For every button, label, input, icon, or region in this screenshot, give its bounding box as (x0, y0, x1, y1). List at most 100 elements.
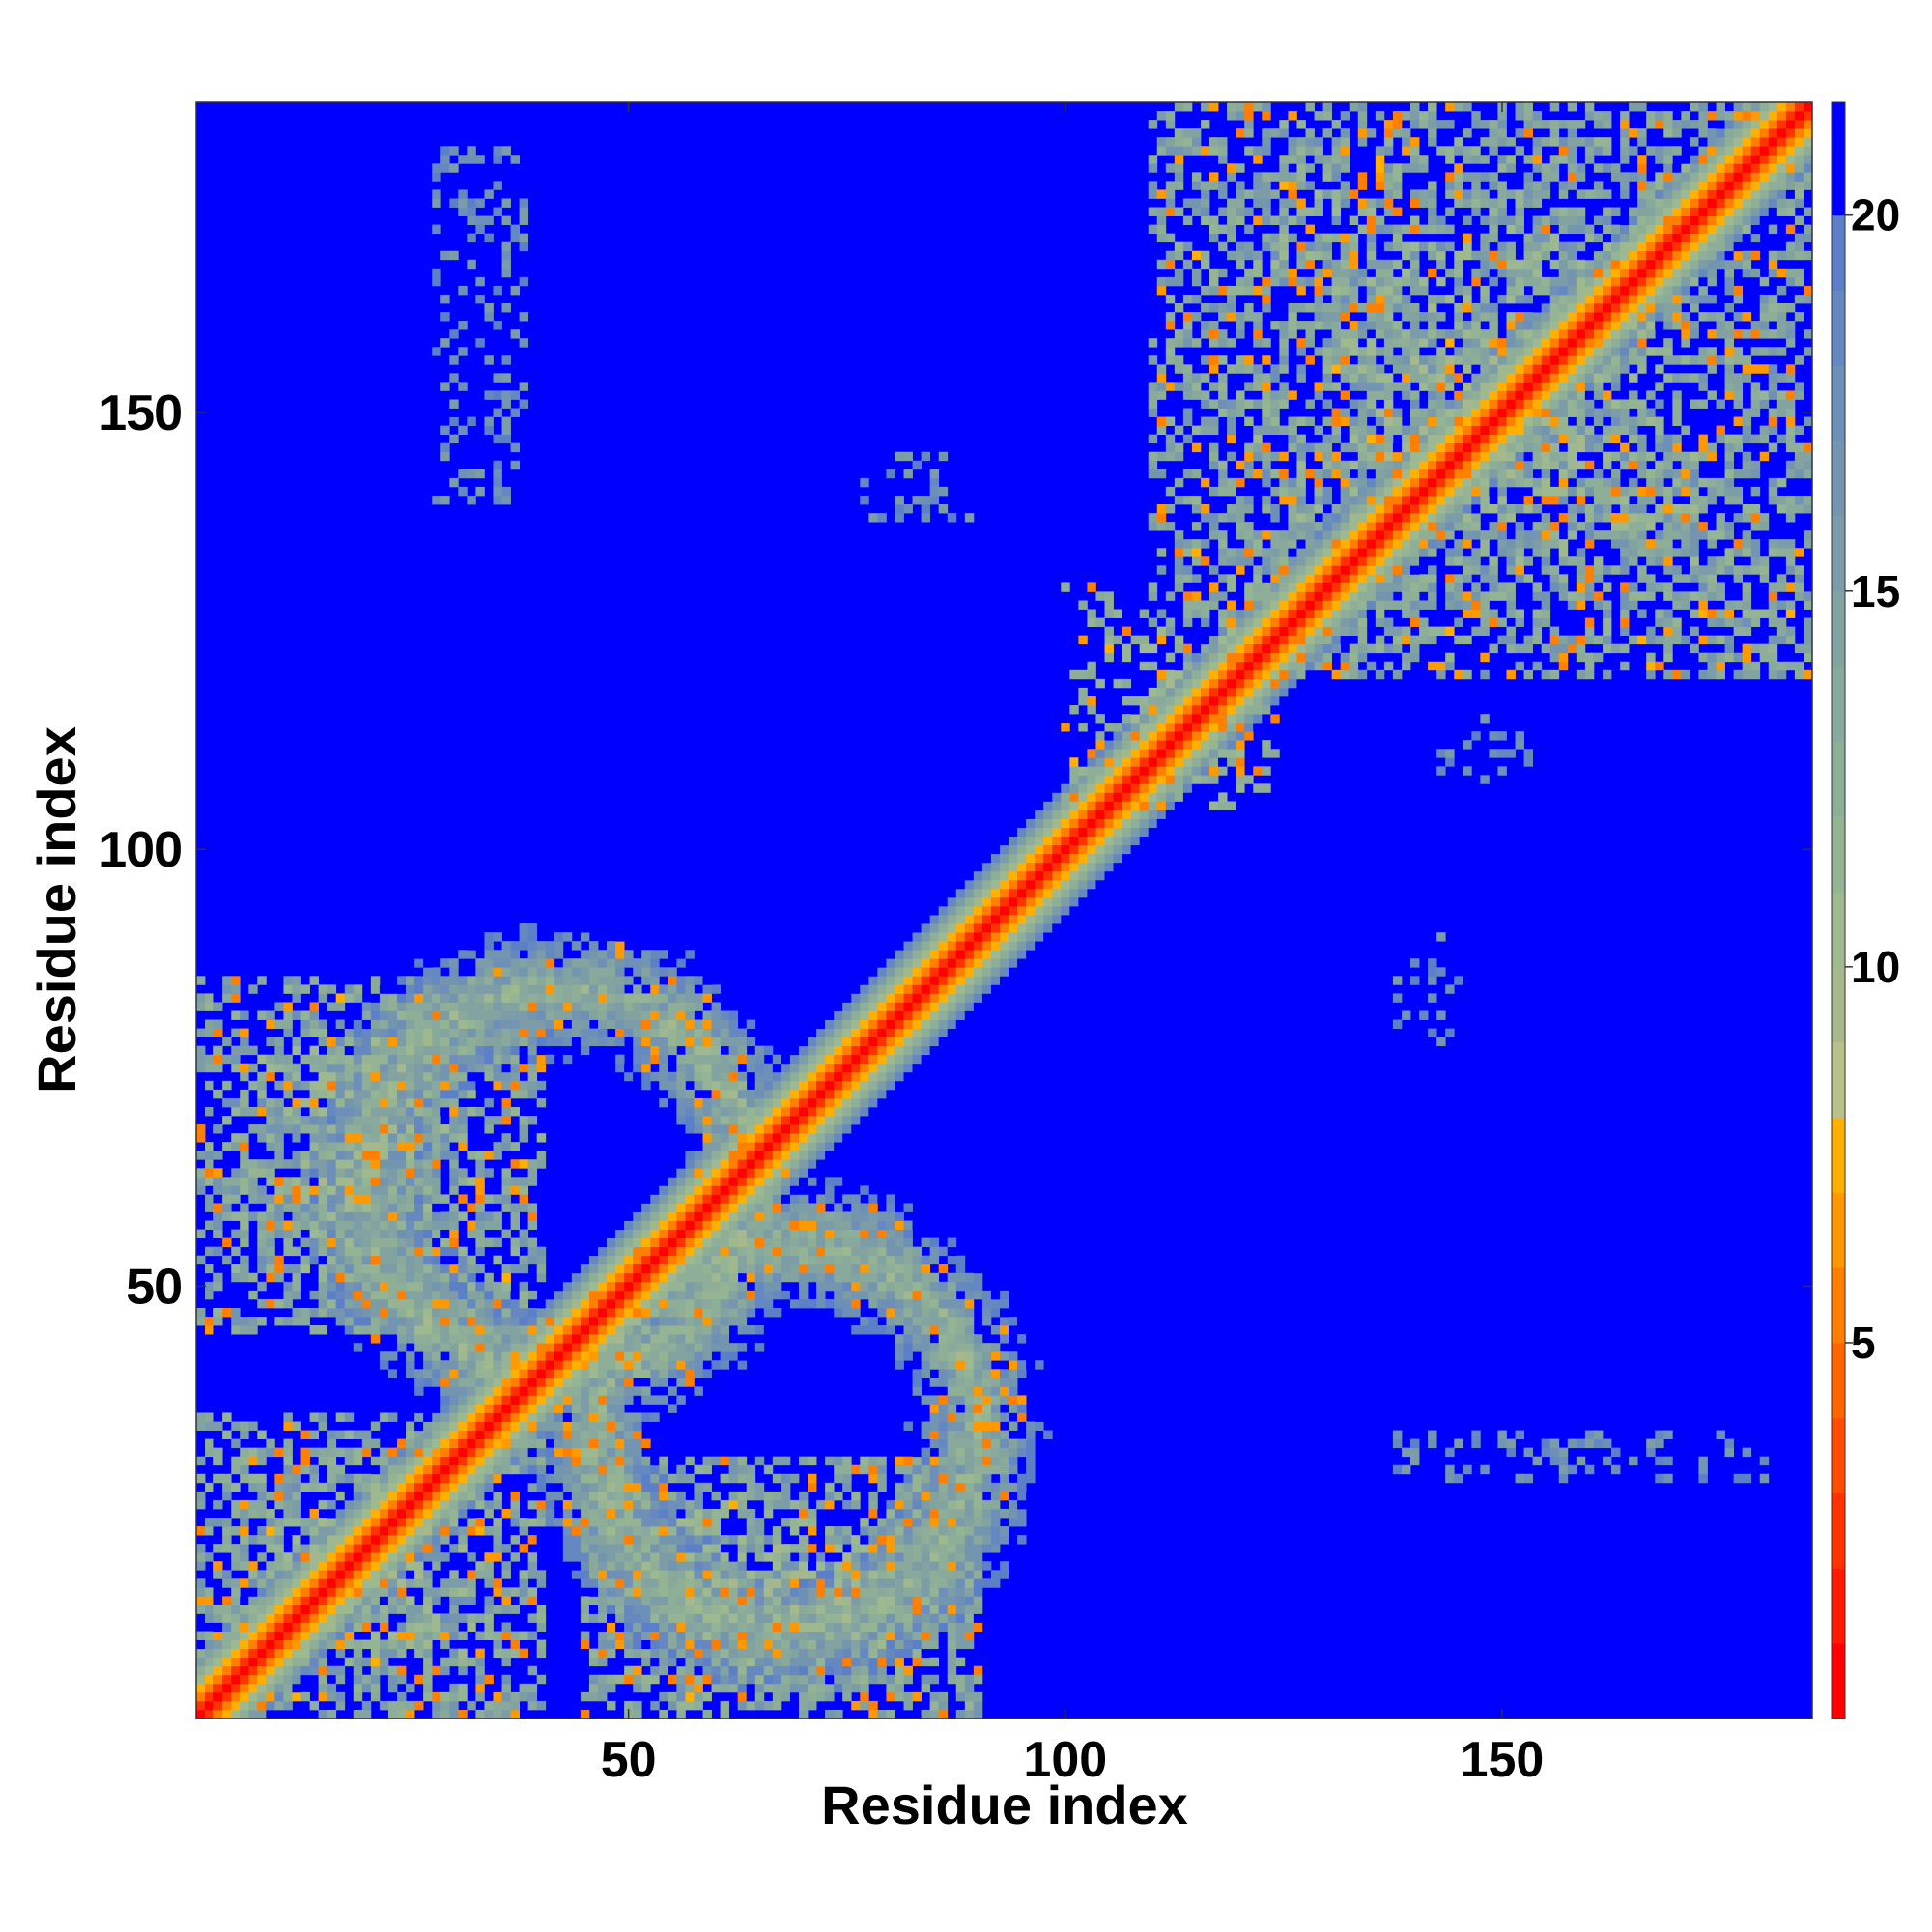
heatmap-cell (694, 1518, 703, 1527)
heatmap-cell (877, 1482, 887, 1492)
heatmap-cell (877, 1657, 887, 1667)
heatmap-cell (895, 1648, 904, 1659)
heatmap-cell (274, 1037, 284, 1047)
heatmap-cell (414, 1298, 424, 1309)
heatmap-cell (510, 1334, 520, 1344)
heatmap-cell (353, 1307, 363, 1318)
heatmap-cell (527, 1691, 538, 1702)
heatmap-cell (668, 1281, 677, 1292)
heatmap-cell (597, 1255, 608, 1265)
heatmap-cell (406, 1613, 415, 1623)
heatmap-cell (379, 1578, 389, 1588)
heatmap-cell (868, 1211, 878, 1221)
heatmap-cell (754, 1237, 765, 1248)
heatmap-cell (659, 1613, 668, 1623)
heatmap-cell (318, 1063, 328, 1073)
heatmap-cell (711, 1570, 721, 1579)
heatmap-cell (868, 1473, 878, 1484)
heatmap-cell (754, 1168, 765, 1178)
heatmap-cell (781, 1613, 791, 1623)
heatmap-cell (300, 1691, 310, 1702)
heatmap-cell (955, 1605, 966, 1614)
heatmap-cell (650, 1639, 660, 1650)
heatmap-cell (248, 1106, 258, 1117)
heatmap-cell (458, 1395, 468, 1405)
heatmap-cell (423, 1317, 433, 1326)
heatmap-cell (895, 1578, 904, 1588)
heatmap-cell (694, 1106, 703, 1117)
heatmap-cell (396, 1578, 407, 1588)
heatmap-cell (467, 1317, 476, 1326)
heatmap-cell (702, 1203, 712, 1212)
heatmap-cell (955, 1360, 966, 1370)
heatmap-cell (685, 1587, 695, 1597)
heatmap-cell (816, 1499, 826, 1510)
heatmap-cell (484, 1063, 494, 1073)
heatmap-cell (440, 1211, 450, 1221)
heatmap-cell (283, 1237, 293, 1248)
heatmap-cell (746, 1220, 756, 1230)
heatmap-cell (1017, 1518, 1027, 1527)
heatmap-cell (327, 1561, 337, 1571)
heatmap-cell (990, 1290, 1001, 1300)
heatmap-cell (501, 1438, 511, 1449)
heatmap-cell (353, 1648, 363, 1659)
heatmap-cell (257, 1456, 267, 1466)
heatmap-cell (938, 1264, 949, 1274)
heatmap-cell (292, 1691, 301, 1702)
heatmap-cell (423, 1412, 433, 1422)
heatmap-cell (196, 1665, 206, 1676)
heatmap-cell (607, 1700, 616, 1711)
heatmap-cell (536, 1378, 547, 1387)
heatmap-cell (387, 1106, 398, 1117)
heatmap-cell (834, 1264, 843, 1274)
heatmap-cell (633, 1281, 642, 1292)
heatmap-cell (396, 1298, 407, 1309)
heatmap-cell (449, 1177, 459, 1186)
heatmap-cell (981, 1343, 992, 1352)
heatmap-cell (702, 1071, 712, 1082)
heatmap-cell (868, 1272, 878, 1283)
heatmap-cell (912, 1307, 922, 1318)
heatmap-cell (938, 1570, 949, 1579)
heatmap-cell (266, 1298, 275, 1309)
heatmap-cell (895, 1255, 904, 1265)
heatmap-cell (414, 1464, 424, 1475)
heatmap-cell (240, 1229, 249, 1239)
heatmap-cell (685, 1683, 695, 1693)
heatmap-cell (955, 1491, 966, 1501)
heatmap-cell (676, 1351, 686, 1361)
heatmap-cell (825, 1220, 835, 1230)
heatmap-cell (868, 1281, 878, 1292)
heatmap-cell (912, 1464, 922, 1475)
heatmap-cell (676, 1491, 686, 1501)
heatmap-cell (222, 1097, 232, 1108)
heatmap-cell (580, 1421, 590, 1431)
heatmap-cell (467, 1177, 476, 1186)
heatmap-cell (300, 1133, 310, 1143)
heatmap-cell (772, 1700, 782, 1711)
heatmap-cell (694, 1526, 703, 1536)
heatmap-cell (475, 1518, 485, 1527)
heatmap-cell (720, 1535, 730, 1545)
heatmap-cell (816, 1159, 826, 1169)
heatmap-cell (947, 1386, 957, 1396)
heatmap-cell (999, 1561, 1009, 1571)
heatmap-cell (851, 1570, 861, 1579)
heatmap-cell (981, 1561, 992, 1571)
heatmap-cell (309, 1605, 319, 1614)
heatmap-cell (955, 1369, 966, 1378)
heatmap-cell (449, 1307, 459, 1318)
heatmap-cell (318, 1089, 328, 1099)
heatmap-cell (641, 1570, 651, 1579)
heatmap-cell (205, 1142, 214, 1151)
heatmap-cell (851, 1054, 861, 1065)
heatmap-cell (467, 1203, 476, 1212)
heatmap-cell (536, 1360, 547, 1370)
heatmap-cell (432, 1691, 441, 1702)
heatmap-cell (842, 1587, 852, 1597)
heatmap-cell (702, 1054, 712, 1065)
heatmap-cell (554, 1518, 564, 1527)
heatmap-cell (432, 1203, 441, 1212)
heatmap-cell (860, 1045, 869, 1056)
